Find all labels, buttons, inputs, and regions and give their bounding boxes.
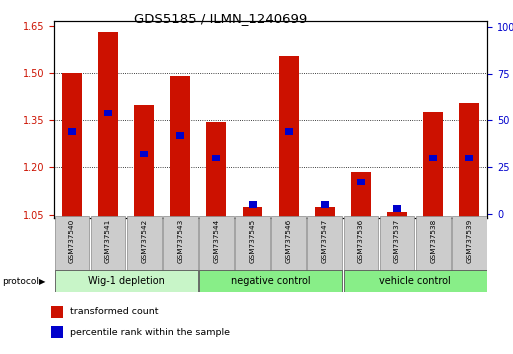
Bar (387, 212, 407, 218)
Bar (416, 216, 450, 271)
Bar (351, 172, 371, 218)
Bar (235, 216, 270, 271)
Bar (344, 270, 487, 292)
Bar (199, 216, 234, 271)
Bar (98, 32, 118, 218)
Bar (199, 270, 342, 292)
Text: GSM737539: GSM737539 (466, 219, 472, 263)
Bar (429, 155, 437, 161)
Text: GSM737540: GSM737540 (69, 219, 75, 263)
Bar (285, 129, 292, 135)
Bar (127, 216, 162, 271)
Text: protocol: protocol (3, 277, 40, 286)
Text: vehicle control: vehicle control (379, 276, 451, 286)
Text: percentile rank within the sample: percentile rank within the sample (70, 327, 230, 337)
Text: GDS5185 / ILMN_1240699: GDS5185 / ILMN_1240699 (134, 12, 307, 25)
Bar (307, 216, 342, 271)
Text: transformed count: transformed count (70, 307, 159, 316)
Bar (134, 104, 154, 218)
Bar (163, 216, 198, 271)
Text: GSM737541: GSM737541 (105, 219, 111, 263)
Bar (249, 201, 256, 208)
Bar (207, 122, 226, 218)
Text: GSM737544: GSM737544 (213, 219, 220, 263)
Bar (465, 155, 473, 161)
Bar (315, 207, 334, 218)
Text: Wig-1 depletion: Wig-1 depletion (88, 276, 165, 286)
Bar (54, 270, 198, 292)
Text: GSM737545: GSM737545 (249, 219, 255, 263)
Bar (452, 216, 487, 271)
Text: GSM737543: GSM737543 (177, 219, 183, 263)
Bar (68, 129, 76, 135)
Text: GSM737537: GSM737537 (394, 219, 400, 263)
Bar (279, 56, 299, 218)
Bar (140, 151, 148, 158)
Bar (54, 216, 89, 271)
Bar (393, 205, 401, 212)
Bar (380, 216, 415, 271)
Text: GSM737536: GSM737536 (358, 219, 364, 263)
Bar (170, 76, 190, 218)
Text: ▶: ▶ (38, 277, 45, 286)
Bar (91, 216, 125, 271)
Text: GSM737546: GSM737546 (286, 219, 292, 263)
Text: negative control: negative control (231, 276, 310, 286)
Bar (321, 201, 329, 208)
Text: GSM737538: GSM737538 (430, 219, 436, 263)
Bar (104, 110, 112, 116)
Text: GSM737547: GSM737547 (322, 219, 328, 263)
Bar (243, 207, 263, 218)
Bar (423, 113, 443, 218)
Bar (212, 155, 221, 161)
Text: GSM737542: GSM737542 (141, 219, 147, 263)
Bar (459, 103, 479, 218)
Bar (344, 216, 378, 271)
Bar (176, 132, 184, 139)
Bar (62, 73, 82, 218)
Bar (357, 179, 365, 185)
Bar (271, 216, 306, 271)
